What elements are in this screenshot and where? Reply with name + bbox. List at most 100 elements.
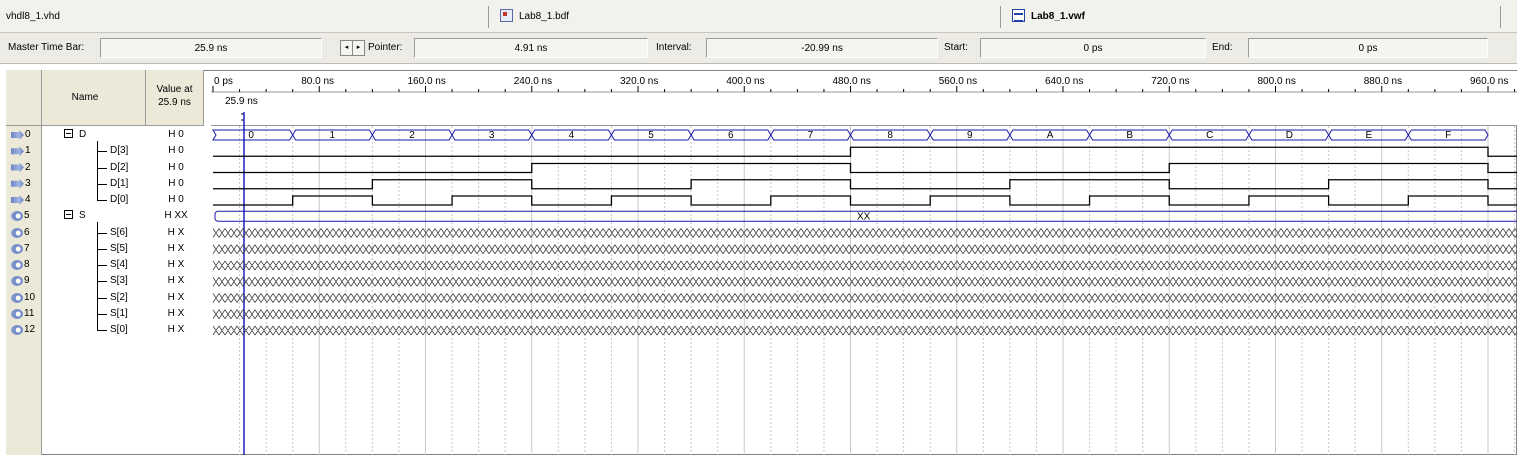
time-tick-label: 80.0 ns [301, 76, 334, 87]
output-pin-icon [11, 243, 23, 254]
waveform-file-icon [1012, 9, 1025, 22]
bus-segment [770, 129, 852, 141]
signal-name[interactable]: S[3] [110, 273, 128, 289]
signal-index: 12 [24, 324, 36, 335]
signal-name-text: D[2] [110, 161, 129, 173]
next-transition-button[interactable]: ▸ [352, 40, 365, 56]
tab-label: Lab8_1.vwf [1031, 11, 1085, 22]
signal-row-index[interactable]: 4 [6, 192, 42, 208]
signal-name-text: S [79, 210, 86, 222]
collapse-icon[interactable] [64, 129, 73, 138]
signal-index: 10 [24, 291, 36, 303]
bus-s-outline [214, 210, 1517, 222]
bus-value-label: D [1286, 130, 1293, 141]
bus-value-label: B [1126, 130, 1133, 141]
signal-row-index[interactable]: 12 [6, 322, 42, 338]
document-tab-bar: vhdl8_1.vhd Lab8_1.bdf Lab8_1.vwf [0, 0, 1517, 33]
signal-name[interactable]: S [64, 208, 86, 224]
signal-name-text: S[2] [110, 291, 128, 303]
signal-row-index[interactable]: 0 [6, 127, 42, 143]
signal-index: 8 [24, 259, 30, 270]
interval-field: -20.99 ns [706, 38, 938, 58]
signal-value: H X [167, 275, 185, 287]
signal-index: 9 [24, 275, 30, 287]
start-field[interactable]: 0 ps [980, 38, 1206, 58]
bus-value-label: 3 [489, 130, 495, 141]
time-tick-label: 880.0 ns [1364, 76, 1402, 87]
signal-name-text: S[6] [110, 226, 128, 238]
tab-vwf-file[interactable]: Lab8_1.vwf [1012, 6, 1085, 28]
bus-segment [1009, 129, 1091, 141]
tree-connector [97, 222, 98, 330]
tree-connector [97, 167, 107, 169]
signal-value: H XX [164, 210, 188, 222]
signal-row-index[interactable]: 7 [6, 241, 42, 257]
output-pin-icon [11, 292, 23, 303]
bus-value-label: 7 [808, 130, 814, 141]
signal-name[interactable]: D[2] [110, 160, 128, 176]
time-tick-label: 480.0 ns [833, 76, 871, 87]
time-tick-label: 960.0 ns [1470, 76, 1508, 87]
bus-segment [1088, 129, 1170, 141]
signal-row-index[interactable]: 3 [6, 176, 42, 192]
tree-connector [97, 330, 107, 331]
signal-name[interactable]: S[1] [110, 306, 128, 322]
bus-value-label: 9 [967, 130, 973, 141]
signal-row-index[interactable]: 10 [6, 290, 42, 306]
collapse-icon[interactable] [64, 210, 73, 220]
time-tick-label: 0 ps [214, 76, 233, 87]
tab-bdf-file[interactable]: Lab8_1.bdf [500, 6, 569, 28]
bus-value-label: C [1206, 130, 1213, 141]
signal-row-index[interactable]: 8 [6, 257, 42, 273]
signal-name[interactable]: D[0] [110, 192, 128, 208]
bdf-file-icon [500, 9, 513, 22]
signal-name[interactable]: S[2] [110, 290, 128, 306]
signal-row-index[interactable]: 9 [6, 273, 42, 289]
signal-name[interactable]: S[4] [110, 257, 128, 273]
signal-name-text: S[3] [110, 275, 128, 287]
signal-row-index[interactable]: 11 [6, 306, 42, 322]
start-label: Start: [944, 42, 968, 53]
name-header-label: Name [71, 92, 99, 103]
bus-value-label: 1 [330, 130, 336, 141]
tree-connector [97, 200, 107, 201]
master-time-bar-label: Master Time Bar: [8, 42, 85, 53]
signal-value: H X [167, 291, 185, 303]
undefined-signal-hatch [212, 293, 1517, 303]
bus-segment [1328, 129, 1409, 141]
signal-name[interactable]: D[3] [110, 143, 128, 159]
value-header-time: 25.9 ns [158, 97, 191, 108]
signal-name[interactable]: D [64, 127, 86, 143]
master-time-bar-field[interactable]: 25.9 ns [100, 38, 322, 58]
tab-vhdl-file[interactable]: vhdl8_1.vhd [6, 6, 60, 28]
signal-row-index[interactable]: 1 [6, 143, 42, 159]
end-field[interactable]: 0 ps [1248, 38, 1488, 58]
time-tick-label: 640.0 ns [1045, 76, 1083, 87]
signal-name-text: S[5] [110, 242, 128, 254]
signal-value: H 0 [168, 177, 184, 189]
input-pin-icon [11, 195, 24, 205]
signal-name[interactable]: S[6] [110, 225, 128, 241]
undefined-signal-hatch [212, 325, 1517, 336]
signal-value: H 0 [168, 161, 184, 173]
signal-name[interactable]: S[0] [110, 322, 128, 338]
time-tick-label: 720.0 ns [1151, 76, 1189, 87]
signal-value: H X [167, 259, 185, 270]
tree-connector [97, 313, 107, 315]
signal-name[interactable]: S[5] [110, 241, 128, 257]
time-tick-label: 560.0 ns [939, 76, 977, 87]
input-pin-icon [11, 146, 24, 157]
signal-name[interactable]: D[1] [110, 176, 128, 192]
signal-row-index[interactable]: 2 [6, 160, 42, 176]
signal-row-index[interactable]: 6 [6, 225, 42, 241]
signal-row-index[interactable]: 5 [6, 208, 42, 224]
time-tick-label: 320.0 ns [620, 76, 658, 87]
tree-connector [97, 265, 107, 266]
name-column-header[interactable]: Name [6, 70, 146, 126]
signal-index: 0 [25, 129, 31, 140]
bit-waveform [213, 195, 1517, 206]
value-column-header[interactable]: Value at 25.9 ns [146, 70, 204, 126]
input-pin-icon [11, 178, 24, 189]
signal-name-text: D[0] [110, 194, 129, 205]
